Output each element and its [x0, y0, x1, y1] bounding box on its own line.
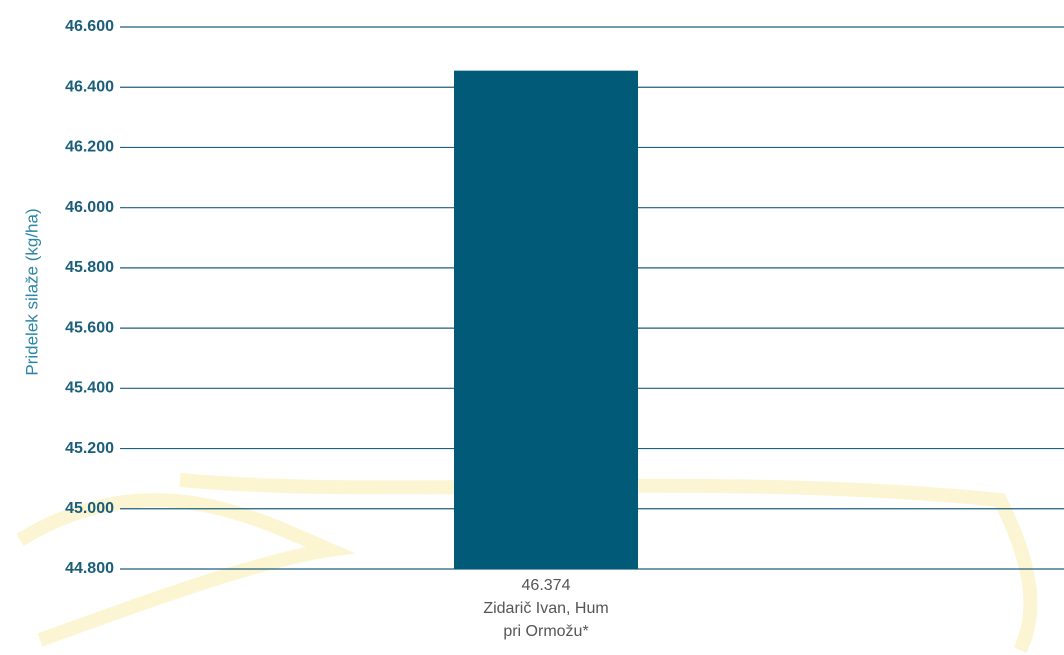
y-axis-label: Pridelek silaže (kg/ha)	[22, 208, 41, 375]
y-tick-label: 45.000	[65, 500, 114, 517]
y-tick-label: 45.600	[65, 319, 114, 336]
y-tick-label: 45.800	[65, 259, 114, 276]
y-tick-label: 46.000	[65, 199, 114, 216]
y-tick-label: 46.200	[65, 139, 114, 156]
y-tick-label: 46.600	[65, 18, 114, 35]
x-tick-label: 46.374 Zidarič Ivan, Hum pri Ormožu*	[483, 577, 609, 640]
watermark	[16, 473, 1038, 654]
y-tick-label: 46.400	[65, 78, 114, 95]
y-tick-label: 45.200	[65, 440, 114, 457]
y-tick-label: 45.400	[65, 380, 114, 397]
bar	[454, 70, 638, 570]
y-tick-label: 44.800	[65, 560, 114, 577]
